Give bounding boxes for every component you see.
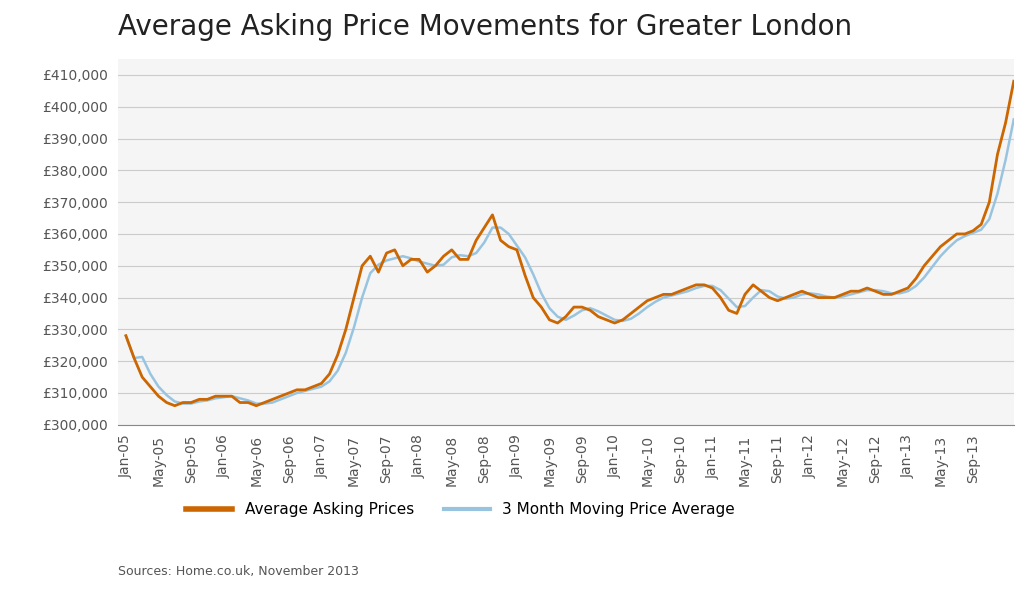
Legend: Average Asking Prices, 3 Month Moving Price Average: Average Asking Prices, 3 Month Moving Pr…	[180, 496, 741, 523]
Text: Sources: Home.co.uk, November 2013: Sources: Home.co.uk, November 2013	[118, 565, 358, 578]
Text: Average Asking Price Movements for Greater London: Average Asking Price Movements for Great…	[118, 14, 852, 41]
